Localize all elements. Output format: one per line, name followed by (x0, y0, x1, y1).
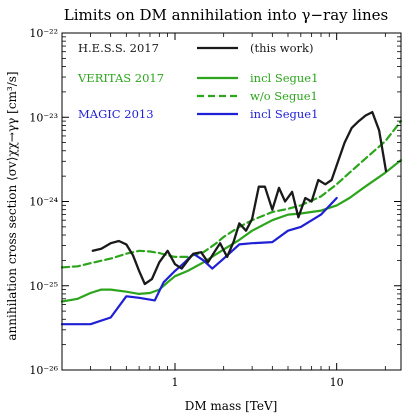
legend-experiment-label: VERITAS 2017 (77, 71, 164, 85)
legend-entry-label: (this work) (250, 41, 313, 55)
x-tick-label: 1 (172, 376, 179, 389)
y-tick-label: 10⁻²⁶ (29, 364, 58, 377)
x-tick-label: 10 (330, 376, 344, 389)
legend-entry-label: incl Segue1 (250, 71, 318, 85)
legend-experiment-label: H.E.S.S. 2017 (78, 41, 159, 55)
y-axis-label: annihilation cross section ⟨σv⟩χχ→γγ [cm… (5, 71, 19, 340)
legend-entry-label: w/o Segue1 (250, 89, 318, 103)
series-line-1 (60, 159, 403, 303)
x-axis-label: DM mass [TeV] (185, 399, 278, 413)
y-tick-label: 10⁻²⁴ (29, 196, 58, 209)
series-line-0 (91, 110, 388, 286)
y-tick-label: 10⁻²³ (29, 111, 58, 124)
legend: H.E.S.S. 2017 VERITAS 2017 MAGIC 2013 (this… (77, 41, 318, 121)
series-line-2 (60, 120, 403, 269)
legend-entry-label: incl Segue1 (250, 107, 318, 121)
series-line-3 (60, 196, 338, 326)
legend-experiment-label: MAGIC 2013 (78, 107, 154, 121)
y-tick-label: 10⁻²⁵ (29, 280, 58, 293)
axis-ticks: 10⁻²⁶ 10⁻²⁵ 10⁻²⁴ 10⁻²³ 10⁻²² 1 10 (29, 27, 401, 389)
plot-area (60, 110, 403, 326)
chart-title: Limits on DM annihilation into γ−ray lin… (64, 6, 388, 24)
y-tick-label: 10⁻²² (29, 27, 58, 40)
